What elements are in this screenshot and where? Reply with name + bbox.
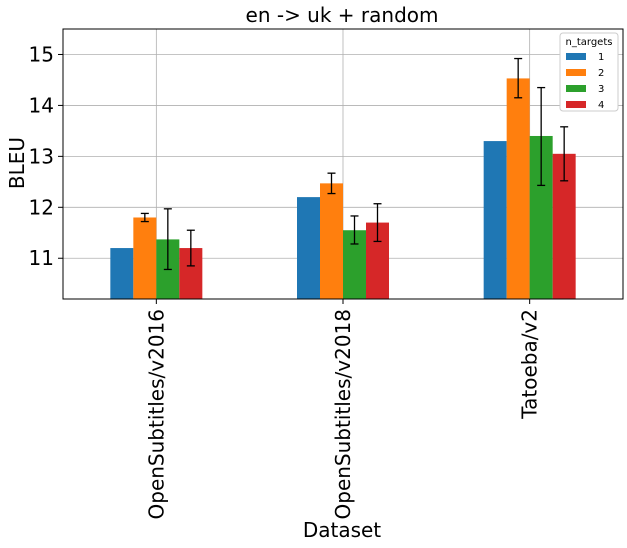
legend: n_targets 1 2 3 4 xyxy=(559,32,619,112)
y-tick-label: 15 xyxy=(29,42,54,66)
bar xyxy=(483,141,507,299)
y-axis: 11 12 13 14 15 xyxy=(29,42,63,270)
legend-label: 1 xyxy=(598,52,604,63)
chart-title: en -> uk + random xyxy=(246,3,439,27)
bar xyxy=(552,153,576,299)
bars xyxy=(110,78,576,299)
legend-label: 2 xyxy=(598,68,604,79)
y-tick-label: 14 xyxy=(29,93,54,117)
bar xyxy=(366,222,389,299)
x-axis-label: Dataset xyxy=(303,518,381,542)
bar xyxy=(133,217,157,299)
x-axis: OpenSubtitles/v2016 OpenSubtitles/v2018 Ta… xyxy=(144,299,542,519)
x-tick-label: Tatoeba/v2 xyxy=(518,309,542,420)
y-tick-label: 13 xyxy=(29,144,54,168)
bar xyxy=(529,135,553,299)
bar xyxy=(343,230,366,299)
legend-label: 4 xyxy=(598,100,604,111)
legend-swatch xyxy=(566,69,586,76)
legend-title: n_targets xyxy=(566,37,613,48)
x-tick-label: OpenSubtitles/v2018 xyxy=(331,309,355,519)
error-bars xyxy=(140,57,569,271)
bar xyxy=(320,183,343,299)
legend-swatch xyxy=(566,85,586,92)
bar xyxy=(110,248,134,299)
y-tick-label: 11 xyxy=(29,246,54,270)
bar xyxy=(297,197,320,299)
y-axis-label: BLEU xyxy=(5,137,29,189)
y-tick-label: 12 xyxy=(29,195,54,219)
legend-label: 3 xyxy=(598,84,604,95)
bar xyxy=(506,78,530,299)
legend-swatch xyxy=(566,101,586,108)
bar xyxy=(179,248,203,299)
x-tick-label: OpenSubtitles/v2016 xyxy=(144,309,168,519)
legend-swatch xyxy=(566,53,586,60)
